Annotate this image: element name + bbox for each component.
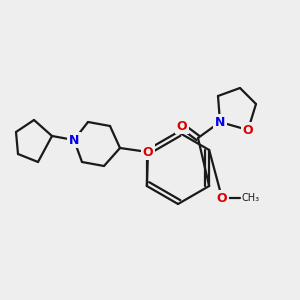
- Text: O: O: [217, 191, 227, 205]
- Text: O: O: [143, 146, 153, 158]
- Text: N: N: [69, 134, 79, 146]
- Text: O: O: [243, 124, 253, 136]
- Text: CH₃: CH₃: [242, 193, 260, 203]
- Text: N: N: [215, 116, 225, 128]
- Text: O: O: [177, 119, 187, 133]
